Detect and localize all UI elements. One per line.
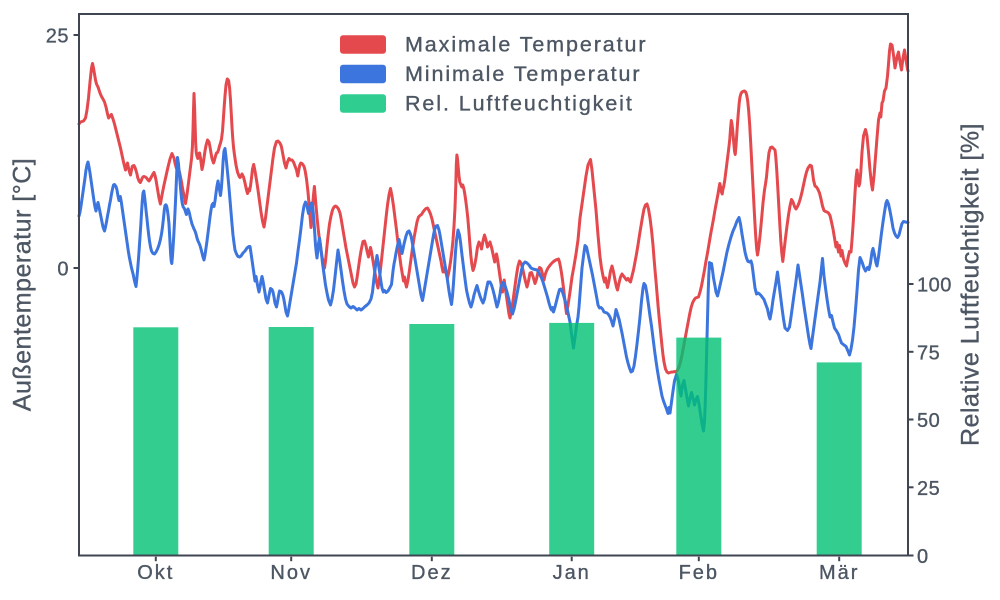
svg-text:Nov: Nov: [270, 562, 312, 584]
svg-text:75: 75: [917, 342, 940, 364]
svg-text:Feb: Feb: [679, 562, 719, 584]
svg-text:Relative Luftfeuchtigkeit [%]: Relative Luftfeuchtigkeit [%]: [957, 123, 985, 446]
svg-text:Dez: Dez: [411, 562, 453, 584]
svg-text:Außentemperatur [°C]: Außentemperatur [°C]: [9, 158, 37, 411]
svg-text:Maximale Temperatur: Maximale Temperatur: [405, 32, 647, 56]
svg-text:Minimale Temperatur: Minimale Temperatur: [405, 62, 641, 86]
svg-text:0: 0: [917, 546, 929, 568]
svg-text:50: 50: [917, 410, 940, 432]
svg-text:25: 25: [917, 478, 940, 500]
svg-text:Jan: Jan: [553, 562, 591, 584]
svg-text:Rel. Luftfeuchtigkeit: Rel. Luftfeuchtigkeit: [405, 91, 634, 115]
svg-text:25: 25: [46, 26, 69, 48]
svg-text:Okt: Okt: [137, 562, 174, 584]
svg-text:100: 100: [917, 275, 952, 297]
svg-text:Mär: Mär: [819, 562, 859, 584]
svg-text:0: 0: [57, 259, 69, 281]
